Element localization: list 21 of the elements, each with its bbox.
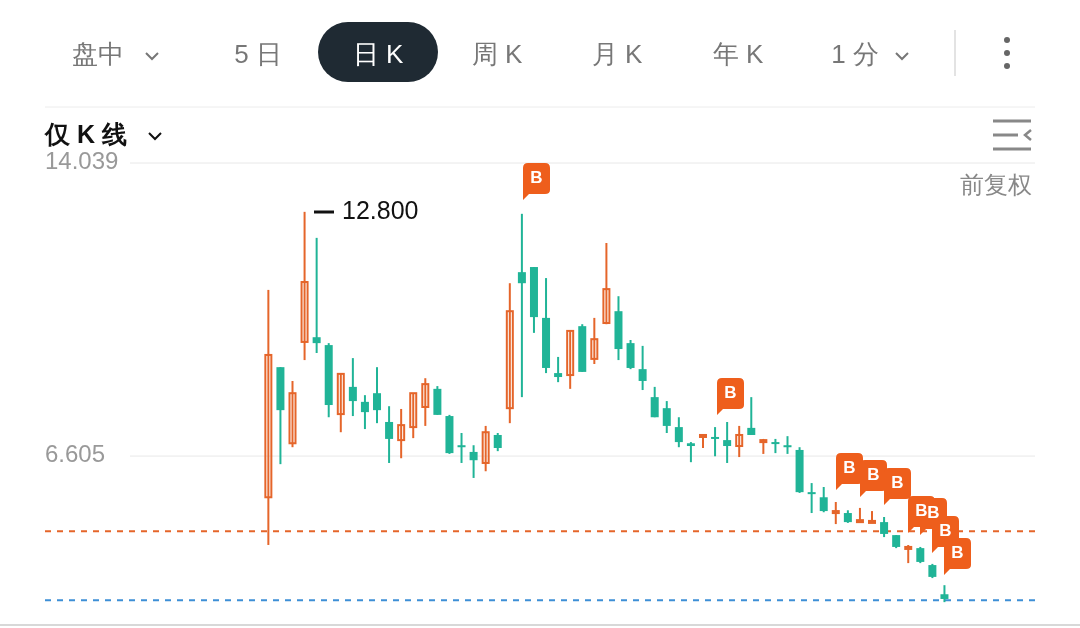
annotation: B xyxy=(530,168,543,188)
y-tick-label: 6.605 xyxy=(45,440,106,468)
text: 日 K xyxy=(352,38,404,69)
annotation: B xyxy=(867,465,880,485)
annotation: B xyxy=(915,501,928,521)
text: 年 K xyxy=(712,38,764,69)
text: 周 K xyxy=(471,38,523,69)
annotation: B xyxy=(939,521,952,541)
y-tick-label: 14.039 xyxy=(45,147,119,175)
annotation: B xyxy=(927,503,940,523)
annotation: 12.800 xyxy=(342,195,419,224)
text: 1 分 xyxy=(831,38,879,69)
annotation: B xyxy=(891,473,904,493)
annotation: B xyxy=(951,543,964,563)
annotation: B xyxy=(843,458,856,478)
annotation: B xyxy=(724,383,737,403)
text: 月 K xyxy=(591,38,643,69)
text: 盘中 xyxy=(72,38,124,69)
text: 仅 K 线 xyxy=(44,119,127,148)
annotation: 前复权 xyxy=(960,171,1032,199)
text: 5 日 xyxy=(234,38,282,69)
